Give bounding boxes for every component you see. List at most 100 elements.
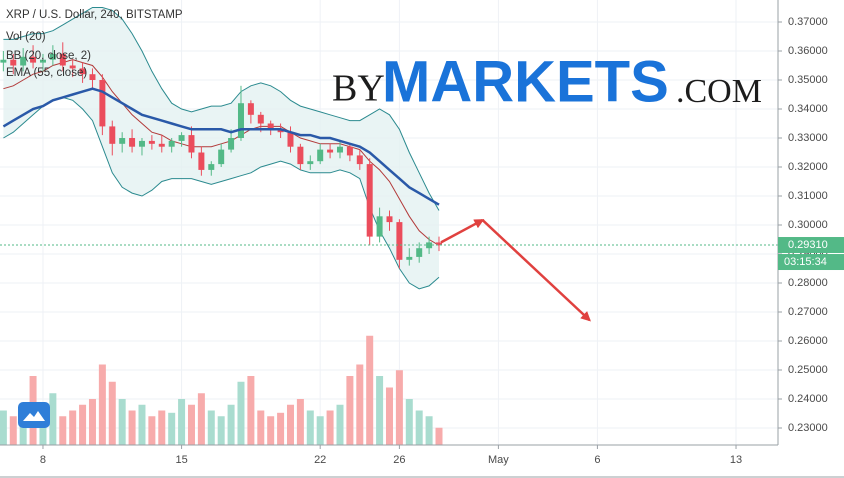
volume-bar [9,416,17,445]
candle-body [188,135,195,153]
volume-bar [237,381,245,445]
volume-bar [267,416,275,445]
logo [18,402,50,428]
volume-bar [277,412,285,445]
volume-bar [197,393,205,445]
volume-bar [316,416,324,445]
legend-entry: EMA (55, close) [6,67,87,79]
candle-body [119,138,126,144]
candle-body [287,132,294,147]
volume-bar [227,404,235,445]
volume-bar [286,404,294,445]
volume-bar [148,416,156,445]
x-tick-label: May [488,454,509,466]
candle-body [317,149,324,162]
volume-bar [376,376,384,445]
volume-bar [405,399,413,445]
candle-body [49,53,56,60]
candle-body [20,56,27,66]
y-tick-label: 0.32000 [788,161,828,173]
x-tick-label: 6 [594,454,600,466]
candle-body [148,140,155,144]
volume-bar [59,416,67,445]
y-tick-label: 0.33000 [788,132,828,144]
volume-bar [257,410,265,445]
projection-arrow [440,218,485,244]
x-tick-label: 13 [730,454,742,466]
candle-body [406,256,413,260]
candle-body [208,164,215,170]
candle-body [386,216,393,223]
watermark-prefix: BY [332,68,385,110]
y-tick-label: 0.25000 [788,364,828,376]
y-tick-label: 0.27000 [788,306,828,318]
volume-bar [395,370,403,445]
volume-bar [118,399,126,445]
y-tick-label: 0.23000 [788,422,828,434]
last-price-label: 0.29310 [788,239,828,251]
candle-body [39,59,46,63]
candle-body [30,56,37,63]
candle-body [366,164,373,237]
candle-body [178,135,185,141]
volume-bar [247,376,255,445]
bb-lower-line [3,96,440,290]
y-tick-label: 0.31000 [788,190,828,202]
candle-body [267,123,274,130]
volume-bar [326,410,334,445]
y-tick-label: 0.37000 [788,16,828,28]
volume-bar [346,376,354,445]
candle-body [237,103,244,139]
bb-upper-line [3,7,440,211]
watermark: BY MARKETS .COM [332,49,762,114]
volume-bar [207,410,215,445]
volume-bar [168,412,176,445]
candle-body [336,146,343,153]
volume-bar [217,416,225,445]
y-tick-label: 0.35000 [788,74,828,86]
countdown-box [778,254,844,271]
candle-body [435,242,442,246]
candle-body [416,248,423,257]
candle-body [218,149,225,165]
candle-body [89,74,96,81]
x-tick-label: 26 [393,454,405,466]
candle-body [168,140,175,147]
volume-bar [425,416,433,445]
volume-bar [88,399,96,445]
y-tick-label: 0.34000 [788,103,828,115]
volume-bar [39,422,47,445]
candle-body [59,53,66,66]
candle-body [69,65,76,69]
candle-body [396,222,403,260]
candle-body [307,161,314,165]
volume-bar [306,410,314,445]
countdown-label: 03:15:34 [784,256,827,268]
x-tick-label: 22 [314,454,326,466]
volume-bar [49,393,57,445]
candle-body [138,140,145,147]
watermark-brand: MARKETS [382,49,669,114]
bb-basis-line [3,59,440,246]
volume-bar [178,399,186,445]
y-tick-label: 0.26000 [788,335,828,347]
volume-bar [0,410,7,445]
volume-bar [296,399,304,445]
y-tick-label: 0.28000 [788,277,828,289]
candle-body [257,114,264,124]
projection-arrow [481,219,591,322]
candle-body [10,59,17,66]
volume-bar [158,410,166,445]
candle-body [109,126,116,144]
x-tick-label: 15 [175,454,187,466]
legend-entry: Vol (20) [6,31,46,43]
watermark-suffix: .COM [676,73,762,110]
ema-line [2,87,440,206]
y-tick-label: 0.36000 [788,45,828,57]
x-tick-label: 8 [40,454,46,466]
volume-bar [435,427,443,445]
candle-body [277,129,284,133]
candle-body [228,138,235,150]
volume-bar [69,410,77,445]
